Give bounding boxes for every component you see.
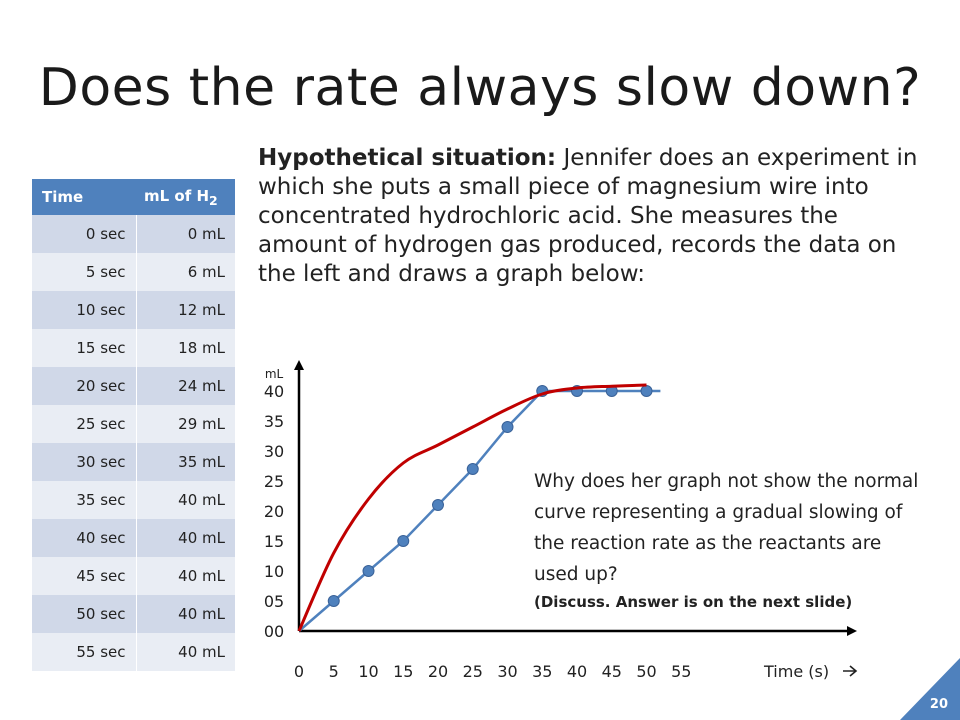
ml-cell: 40 mL	[136, 519, 235, 557]
x-tick-label: 25	[463, 662, 483, 681]
data-point	[501, 421, 514, 433]
table-row: 35 sec 40 mL	[32, 481, 235, 519]
data-table: Time mL of H2 0 sec 0 mL 5 sec 6 mL 10 sec 12…	[32, 179, 235, 671]
time-cell: 40 sec	[32, 519, 137, 557]
scenario-body: Jennifer does an experiment in which she…	[258, 145, 918, 287]
scenario-lead: Hypothetical situation:	[258, 145, 557, 171]
table-row: 40 sec 40 mL	[32, 519, 235, 557]
ml-cell: 40 mL	[136, 557, 235, 595]
ml-cell: 12 mL	[136, 291, 235, 329]
table-row: 0 sec 0 mL	[32, 215, 235, 253]
question-text: Why does her graph not show the normal c…	[534, 471, 919, 585]
x-tick-label: 55	[671, 662, 691, 681]
chart-axes	[294, 360, 857, 636]
table-row: 5 sec 6 mL	[32, 253, 235, 291]
table-header-row: Time mL of H2	[32, 179, 235, 215]
ml-cell: 0 mL	[136, 215, 235, 253]
time-cell: 20 sec	[32, 367, 137, 405]
y-axis-label: mL	[265, 367, 284, 381]
header-ml: mL of H2	[136, 179, 235, 215]
table-row: 25 sec 29 mL	[32, 405, 235, 443]
x-tick-label: 30	[497, 662, 517, 681]
table-row: 10 sec 12 mL	[32, 291, 235, 329]
ml-cell: 40 mL	[136, 481, 235, 519]
y-tick-label: 10	[264, 562, 284, 581]
time-cell: 25 sec	[32, 405, 137, 443]
table-row: 45 sec 40 mL	[32, 557, 235, 595]
table-row: 50 sec 40 mL	[32, 595, 235, 633]
x-tick-label: 0	[294, 662, 304, 681]
ml-cell: 24 mL	[136, 367, 235, 405]
ml-cell: 40 mL	[136, 595, 235, 633]
time-cell: 35 sec	[32, 481, 137, 519]
time-cell: 5 sec	[32, 253, 137, 291]
page-number: 20	[929, 697, 948, 712]
time-cell: 55 sec	[32, 633, 137, 671]
ml-cell: 6 mL	[136, 253, 235, 291]
time-cell: 15 sec	[32, 329, 137, 367]
chart-ticks: 0 5 10 15 20 25 30 35 40 45 50 55000510152025303540…	[264, 367, 858, 681]
y-tick-label: 30	[264, 442, 284, 461]
time-cell: 30 sec	[32, 443, 137, 481]
chart-series	[297, 383, 661, 632]
x-tick-label: 45	[602, 662, 622, 681]
ml-cell: 18 mL	[136, 329, 235, 367]
y-tick-label: 40	[264, 382, 284, 401]
y-tick-label: 15	[264, 532, 284, 551]
badge-triangle	[900, 658, 960, 720]
table-row: 15 sec 18 mL	[32, 329, 235, 367]
y-tick-label: 20	[264, 502, 284, 521]
ml-cell: 29 mL	[136, 405, 235, 443]
x-tick-label: 50	[636, 662, 656, 681]
table-row: 20 sec 24 mL	[32, 367, 235, 405]
y-tick-label: 25	[264, 472, 284, 491]
data-point	[327, 595, 340, 607]
y-tick-label: 35	[264, 412, 284, 431]
y-tick-label: 05	[264, 592, 284, 611]
data-point	[432, 499, 444, 511]
header-time: Time	[32, 179, 136, 215]
discussion-question: Why does her graph not show the normal c…	[534, 466, 924, 612]
table-row: 30 sec 35 mL	[32, 443, 235, 481]
data-point	[640, 385, 653, 397]
slide-title: Does the rate always slow down?	[38, 58, 922, 118]
ml-cell: 35 mL	[136, 443, 235, 481]
time-cell: 45 sec	[32, 557, 137, 595]
page-number-badge	[900, 658, 960, 720]
scenario-paragraph: Hypothetical situation: Jennifer does an…	[258, 144, 928, 289]
table-row: 55 sec 40 mL	[32, 633, 235, 671]
data-point	[397, 535, 410, 547]
x-axis-label-arrow-icon	[843, 665, 858, 677]
x-tick-label: 15	[393, 662, 413, 681]
time-cell: 50 sec	[32, 595, 137, 633]
x-axis-label: Time (s)	[763, 662, 829, 681]
table-body: 0 sec 0 mL 5 sec 6 mL 10 sec 12 mL 15 sec 18 mL…	[32, 215, 235, 671]
time-cell: 0 sec	[32, 215, 137, 253]
x-tick-label: 20	[428, 662, 448, 681]
data-point	[362, 565, 375, 577]
ml-cell: 40 mL	[136, 633, 235, 671]
x-tick-label: 40	[567, 662, 587, 681]
smooth-curve-line	[297, 383, 647, 632]
time-cell: 10 sec	[32, 291, 137, 329]
x-tick-label: 35	[532, 662, 552, 681]
x-tick-label: 5	[329, 662, 339, 681]
x-tick-label: 10	[358, 662, 378, 681]
discussion-note: (Discuss. Answer is on the next slide)	[534, 593, 853, 611]
data-point	[466, 463, 479, 475]
y-tick-label: 00	[264, 622, 284, 641]
